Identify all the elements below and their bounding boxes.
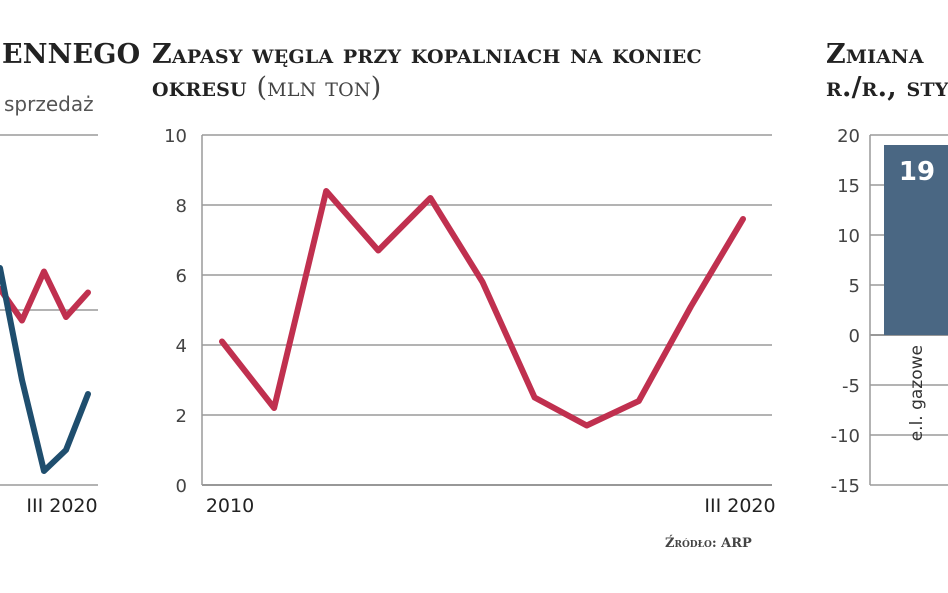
coal-stocks-unit: (mln ton) (256, 72, 382, 103)
coal-stocks-source: Źródło: ARP (665, 536, 752, 551)
coal-stocks-title-line1: Zapasy węgla przy kopalniach na koniec (152, 39, 702, 70)
coal-stocks-title: Zapasy węgla przy kopalniach na koniec o… (152, 38, 702, 104)
bar-category-label: e.l. gazowe (907, 345, 927, 441)
y-tick-label: 20 (837, 126, 860, 147)
y-tick-label: -10 (831, 426, 860, 447)
y-tick-label: 8 (176, 196, 187, 217)
right-chart-title-line1: Zmiana (826, 39, 924, 70)
left-series-line-blue (0, 265, 91, 474)
y-tick-label: 4 (176, 336, 187, 357)
left-chart-legend-label: sprzedaż (4, 92, 94, 116)
right-chart-panel: Zmiana r./r., sty 20 15 10 5 0 -5 -10 -15 19 e.… (800, 0, 948, 593)
coal-stocks-chart-panel: Zapasy węgla przy kopalniach na koniec o… (140, 0, 800, 593)
left-series-line-red (0, 268, 91, 324)
y-tick-label: -5 (842, 376, 860, 397)
y-tick-label: -15 (831, 476, 860, 497)
y-tick-label: 6 (176, 266, 187, 287)
coal-stocks-title-line2: okresu (152, 72, 247, 103)
left-chart-title: ENNEGO (2, 39, 141, 70)
left-chart-panel: ENNEGO sprzedaż III 2020 (0, 0, 140, 593)
x-tick-label: 2010 (206, 495, 254, 517)
y-tick-label: 5 (849, 276, 860, 297)
left-line-chart: III 2020 (0, 134, 98, 517)
y-tick-label: 0 (176, 476, 187, 497)
x-tick-label: III 2020 (704, 495, 775, 517)
bar-value-label: 19 (899, 157, 935, 187)
y-tick-label: 10 (837, 226, 860, 247)
y-tick-label: 15 (837, 176, 860, 197)
y-tick-label: 10 (164, 126, 187, 147)
right-chart-title: Zmiana r./r., sty (826, 38, 948, 104)
yoy-change-bar-chart: 20 15 10 5 0 -5 -10 -15 19 e.l. gazowe (831, 126, 948, 497)
coal-stocks-line-chart: 0 2 4 6 8 10 2010 III 2020 (164, 126, 776, 517)
left-x-end-label: III 2020 (26, 495, 97, 517)
coal-stocks-series-line (219, 188, 746, 429)
y-tick-label: 2 (176, 406, 187, 427)
y-tick-label: 0 (849, 326, 860, 347)
right-chart-title-line2: r./r., sty (826, 72, 948, 103)
bar (884, 145, 948, 335)
